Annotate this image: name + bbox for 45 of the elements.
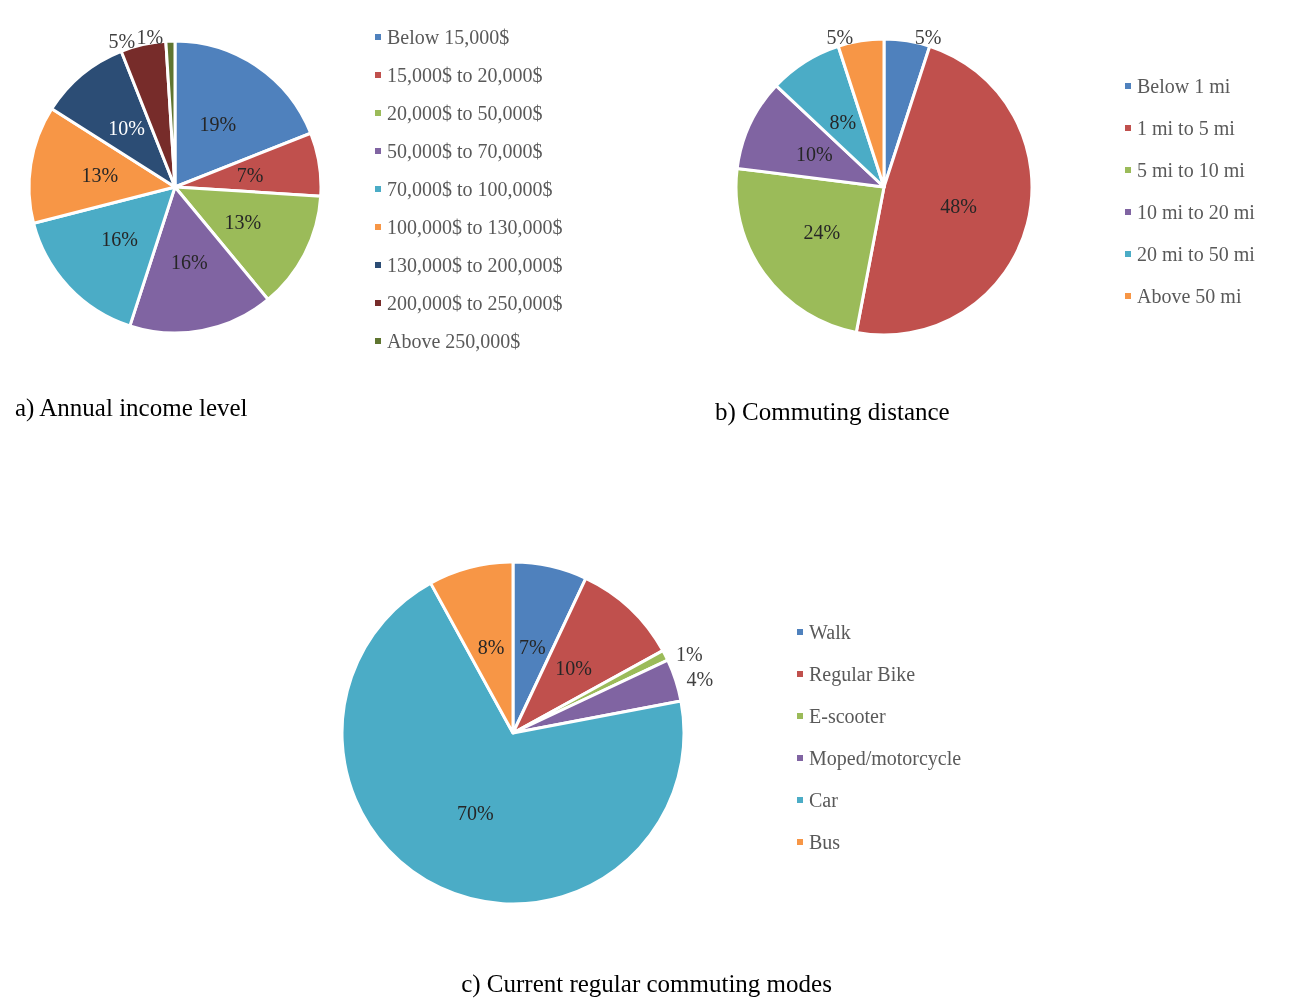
data-label: 8%: [829, 110, 857, 133]
legend-label: Moped/motorcycle: [809, 747, 962, 770]
legend-label: 1 mi to 5 mi: [1137, 117, 1236, 139]
data-label: 24%: [803, 221, 841, 244]
legend-label: Walk: [809, 621, 851, 643]
legend-label: Above 250,000$: [387, 330, 521, 352]
legend-label: 70,000$ to 100,000$: [387, 178, 553, 200]
legend-label: 200,000$ to 250,000$: [387, 292, 563, 314]
data-label: 8%: [477, 636, 505, 659]
legend-label: Above 50 mi: [1137, 285, 1242, 307]
data-label: 1%: [675, 642, 703, 665]
legend-label: Regular Bike: [809, 663, 916, 686]
data-label: 4%: [686, 667, 714, 690]
data-label: 10%: [795, 143, 833, 166]
legend-label: 20 mi to 50 mi: [1137, 243, 1256, 265]
data-label: 5%: [914, 25, 942, 48]
data-label: 10%: [108, 117, 145, 140]
legend-label: 5 mi to 10 mi: [1137, 159, 1246, 181]
data-label: 5%: [108, 29, 136, 52]
data-label: 10%: [555, 657, 592, 680]
legend-label: 100,000$ to 130,000$: [387, 216, 563, 238]
legend-label: Below 1 mi: [1137, 75, 1231, 97]
data-label: 7%: [236, 164, 264, 187]
text: a) Annual income level: [15, 394, 248, 422]
data-label: 7%: [518, 635, 546, 658]
data-label: 1%: [136, 26, 164, 49]
legend-label: 20,000$ to 50,000$: [387, 102, 543, 124]
legend-label: E-scooter: [809, 705, 886, 727]
data-label: 70%: [456, 802, 494, 825]
data-label: 5%: [826, 25, 854, 48]
legend-label: 15,000$ to 20,000$: [387, 64, 543, 86]
legend-label: 130,000$ to 200,000$: [387, 254, 563, 276]
legend-label: 50,000$ to 70,000$: [387, 140, 543, 162]
data-label: 48%: [940, 195, 977, 218]
text: c) Current regular commuting modes: [461, 970, 832, 998]
legend-label: Bus: [809, 831, 841, 853]
data-label: 13%: [81, 164, 119, 187]
text: b) Commuting distance: [715, 398, 950, 426]
data-label: 16%: [101, 228, 138, 251]
legend-label: 10 mi to 20 mi: [1137, 201, 1256, 223]
data-label: 13%: [224, 210, 262, 233]
legend-label: Below 15,000$: [387, 26, 510, 48]
data-label: 16%: [170, 250, 208, 273]
data-label: 19%: [199, 113, 237, 136]
legend-label: Car: [809, 789, 839, 811]
